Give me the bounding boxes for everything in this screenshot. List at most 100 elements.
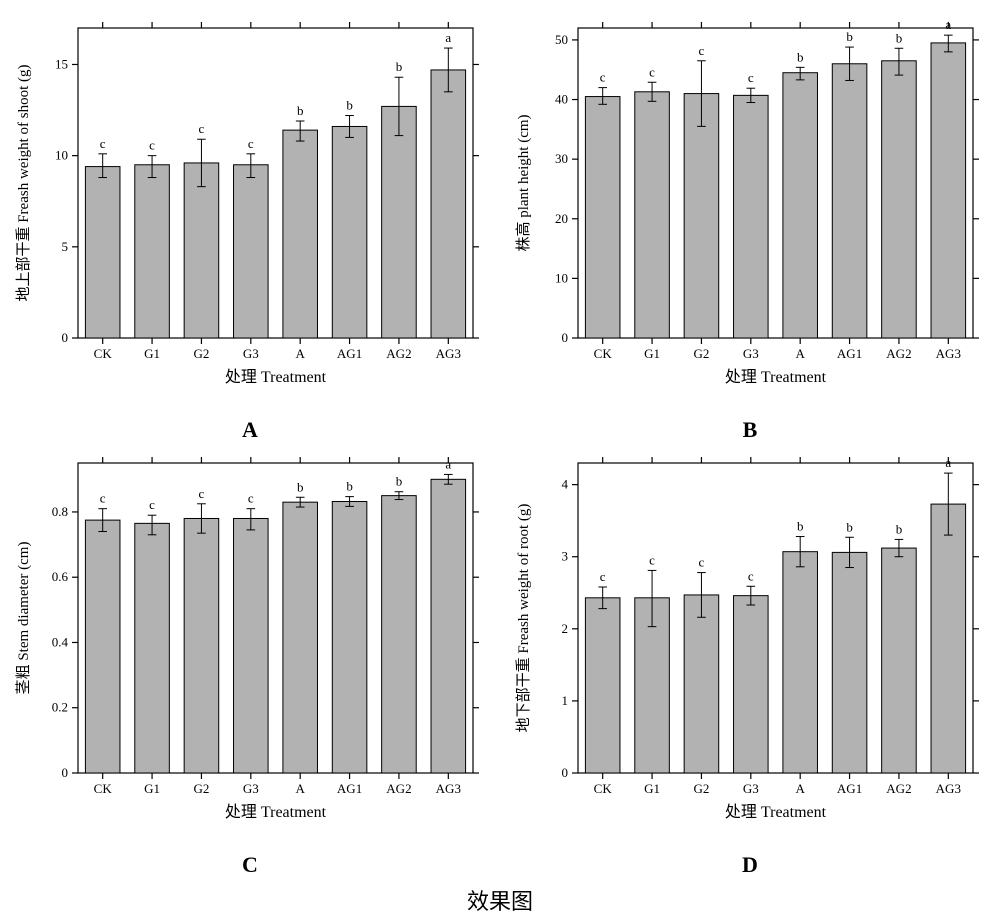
xtick-label: CK	[94, 781, 113, 796]
xtick-label: A	[795, 781, 805, 796]
bar	[382, 496, 417, 773]
ytick-label: 0	[62, 330, 69, 345]
sig-letter: c	[149, 497, 155, 512]
ytick-label: 2	[562, 621, 569, 636]
ytick-label: 50	[555, 32, 568, 47]
xtick-label: G3	[243, 346, 259, 361]
xtick-label: G3	[243, 781, 259, 796]
bar	[332, 502, 367, 773]
ytick-label: 4	[562, 477, 569, 492]
bar	[832, 64, 867, 338]
sig-letter: b	[797, 519, 804, 534]
xtick-label: AG2	[886, 346, 911, 361]
panel-letter-A: A	[0, 417, 500, 443]
ytick-label: 3	[562, 549, 569, 564]
sig-letter: b	[846, 29, 853, 44]
xtick-label: CK	[594, 781, 613, 796]
xtick-label: G2	[193, 346, 209, 361]
sig-letter: b	[346, 479, 353, 494]
ytick-label: 0.4	[52, 634, 69, 649]
xtick-label: G1	[644, 781, 660, 796]
sig-letter: b	[346, 98, 353, 113]
sig-letter: b	[396, 59, 403, 74]
sig-letter: b	[297, 103, 304, 118]
bar	[184, 518, 219, 773]
y-axis-label: 地下部干重 Freash weight of root (g)	[515, 504, 532, 733]
y-axis-label: 地上部干重 Freash weight of shoot (g)	[15, 64, 32, 301]
bar	[783, 73, 818, 338]
xtick-label: AG2	[386, 781, 411, 796]
bar	[684, 595, 719, 773]
xtick-label: AG1	[837, 346, 862, 361]
sig-letter: c	[100, 136, 106, 151]
xtick-label: AG1	[337, 781, 362, 796]
figure-caption: 效果图	[0, 884, 1000, 916]
xtick-label: CK	[94, 346, 113, 361]
sig-letter: c	[748, 70, 754, 85]
bar	[931, 43, 966, 338]
panel-letter-D: D	[500, 852, 1000, 878]
bar	[882, 61, 917, 338]
ytick-label: 0.6	[52, 569, 69, 584]
sig-letter: c	[100, 491, 106, 506]
bar	[783, 552, 818, 773]
ytick-label: 20	[555, 211, 568, 226]
xtick-label: AG2	[886, 781, 911, 796]
bar	[431, 479, 466, 773]
ytick-label: 30	[555, 151, 568, 166]
sig-letter: c	[149, 138, 155, 153]
xtick-label: AG2	[386, 346, 411, 361]
bar	[431, 70, 466, 338]
xtick-label: A	[295, 346, 305, 361]
bar	[931, 504, 966, 773]
sig-letter: c	[748, 568, 754, 583]
xtick-label: AG3	[936, 346, 961, 361]
sig-letter: c	[199, 486, 205, 501]
xtick-label: G2	[193, 781, 209, 796]
xtick-label: AG3	[436, 781, 461, 796]
sig-letter: c	[649, 64, 655, 79]
ytick-label: 10	[55, 148, 68, 163]
xtick-label: AG1	[837, 781, 862, 796]
chart-C: 00.20.40.60.8cCKcG1cG2cG3bAbAG1bAG2aAG3处…	[0, 445, 500, 845]
xtick-label: A	[295, 781, 305, 796]
xtick-label: AG3	[936, 781, 961, 796]
panel-B: 01020304050cCKcG1cG2cG3bAbAG1bAG2aAG3处理 …	[500, 10, 1000, 445]
xtick-label: G2	[693, 781, 709, 796]
sig-letter: c	[248, 136, 254, 151]
bar	[283, 502, 318, 773]
ytick-label: 0.2	[52, 700, 68, 715]
ytick-label: 0	[562, 330, 569, 345]
bar	[734, 95, 769, 338]
sig-letter: c	[199, 121, 205, 136]
ytick-label: 0	[562, 765, 569, 780]
bar	[585, 598, 620, 773]
panel-letter-B: B	[500, 417, 1000, 443]
ytick-label: 0.8	[52, 504, 68, 519]
xtick-label: G2	[693, 346, 709, 361]
bar	[135, 165, 170, 338]
bar	[283, 130, 318, 338]
xtick-label: AG1	[337, 346, 362, 361]
y-axis-label: 茎粗 Stem diameter (cm)	[15, 542, 32, 695]
xtick-label: G1	[644, 346, 660, 361]
sig-letter: b	[846, 519, 853, 534]
panel-A: 051015cCKcG1cG2cG3bAbAG1bAG2aAG3处理 Treat…	[0, 10, 500, 445]
panel-letter-C: C	[0, 852, 500, 878]
xtick-label: G1	[144, 781, 160, 796]
ytick-label: 1	[562, 693, 569, 708]
chart-A: 051015cCKcG1cG2cG3bAbAG1bAG2aAG3处理 Treat…	[0, 10, 500, 410]
xtick-label: G3	[743, 781, 759, 796]
bar	[234, 518, 269, 773]
sig-letter: c	[699, 43, 705, 58]
bar	[585, 97, 620, 338]
x-axis-label: 处理 Treatment	[725, 368, 827, 386]
bar	[135, 523, 170, 773]
x-axis-label: 处理 Treatment	[225, 368, 327, 386]
xtick-label: G3	[743, 346, 759, 361]
sig-letter: c	[600, 70, 606, 85]
y-axis-label: 株高 plant height (cm)	[515, 114, 532, 251]
chart-B: 01020304050cCKcG1cG2cG3bAbAG1bAG2aAG3处理 …	[500, 10, 1000, 410]
xtick-label: G1	[144, 346, 160, 361]
x-axis-label: 处理 Treatment	[225, 803, 327, 821]
